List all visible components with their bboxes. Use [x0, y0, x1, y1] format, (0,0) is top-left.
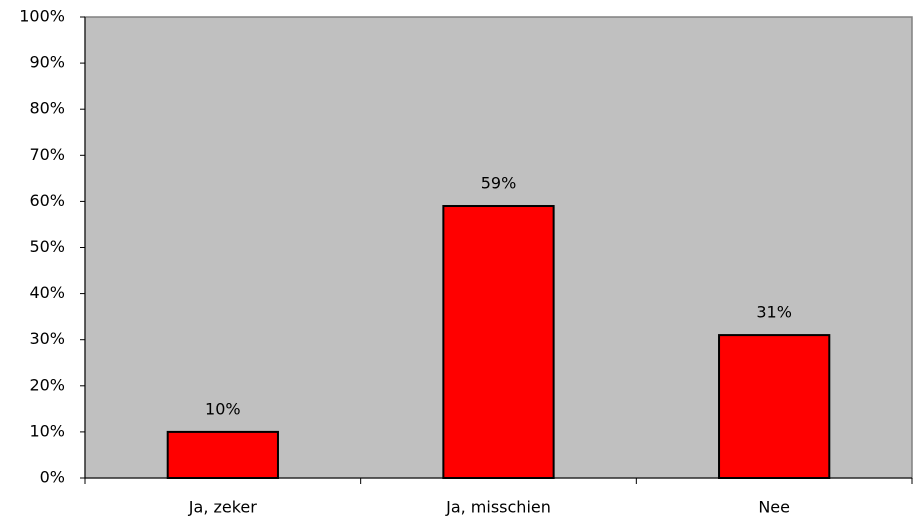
y-tick-label: 0%: [40, 468, 65, 487]
y-tick-label: 40%: [29, 283, 65, 302]
y-tick-label: 50%: [29, 237, 65, 256]
y-tick-label: 10%: [29, 421, 65, 440]
data-label: 10%: [205, 399, 241, 418]
x-tick-label: Ja, zeker: [188, 498, 257, 517]
y-tick-label: 100%: [19, 7, 65, 26]
data-label: 31%: [756, 303, 792, 322]
bar: [718, 334, 831, 479]
bar: [166, 430, 279, 479]
y-tick-label: 60%: [29, 191, 65, 210]
y-tick-label: 80%: [29, 99, 65, 118]
x-tick-label: Ja, misschien: [445, 498, 551, 517]
data-label: 59%: [481, 174, 517, 193]
bar: [442, 205, 555, 479]
y-tick-label: 90%: [29, 53, 65, 72]
x-tick-label: Nee: [758, 498, 790, 517]
y-tick-label: 70%: [29, 145, 65, 164]
y-tick-label: 30%: [29, 329, 65, 348]
y-tick-label: 20%: [29, 375, 65, 394]
